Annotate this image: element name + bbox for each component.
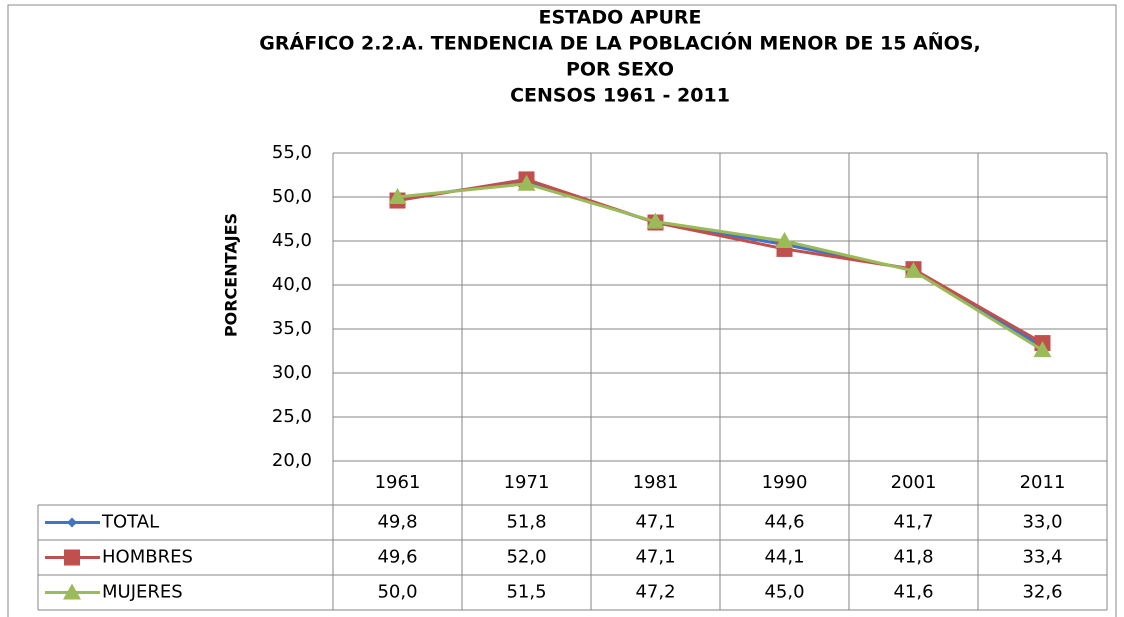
table-value: 41,6 [893, 582, 933, 603]
table-value: 47,1 [635, 547, 675, 568]
chart-title: POR SEXO [566, 59, 674, 81]
y-tick-label: 30,0 [272, 362, 312, 383]
legend-label: HOMBRES [102, 547, 193, 568]
marker [64, 549, 80, 566]
chart-title: ESTADO APURE [538, 7, 701, 29]
marker [1033, 341, 1052, 358]
table-value: 49,8 [377, 512, 417, 533]
table-value: 51,8 [506, 512, 546, 533]
x-tick-label: 2001 [891, 472, 937, 493]
marker [63, 583, 81, 600]
chart-title: CENSOS 1961 - 2011 [510, 85, 730, 107]
series-line [397, 177, 1044, 345]
x-tick-label: 1981 [633, 472, 679, 493]
marker [517, 174, 536, 191]
y-tick-label: 55,0 [272, 142, 312, 163]
marker [388, 188, 407, 204]
y-tick-label: 20,0 [272, 450, 312, 471]
chart-border [7, 4, 1117, 617]
y-axis-label: PORCENTAJES [222, 213, 241, 337]
table-value: 47,1 [635, 512, 675, 533]
table-value: 41,8 [893, 547, 933, 568]
table-value: 50,0 [377, 582, 417, 603]
y-tick-label: 45,0 [272, 230, 312, 251]
series-line [397, 182, 1044, 352]
legend-label: TOTAL [101, 512, 159, 533]
y-tick-label: 25,0 [272, 406, 312, 427]
x-tick-label: 1971 [504, 472, 550, 493]
table-value: 44,6 [764, 512, 804, 533]
table-value: 47,2 [635, 582, 675, 603]
marker [646, 212, 665, 229]
marker [67, 517, 77, 528]
y-tick-label: 35,0 [272, 318, 312, 339]
x-tick-label: 1990 [762, 472, 808, 493]
table-value: 45,0 [764, 582, 804, 603]
marker [904, 261, 923, 278]
y-tick-label: 40,0 [272, 274, 312, 295]
table-value: 33,0 [1022, 512, 1062, 533]
x-tick-label: 1961 [375, 472, 421, 493]
table-value: 32,6 [1022, 582, 1062, 603]
table-value: 44,1 [764, 547, 804, 568]
table-value: 52,0 [506, 547, 546, 568]
x-tick-label: 2011 [1020, 472, 1066, 493]
y-tick-label: 50,0 [272, 186, 312, 207]
table-value: 49,6 [377, 547, 417, 568]
chart-title: GRÁFICO 2.2.A. TENDENCIA DE LA POBLACIÓN… [259, 31, 980, 55]
table-value: 33,4 [1022, 547, 1062, 568]
legend-label: MUJERES [102, 582, 183, 603]
marker [775, 232, 794, 248]
table-value: 41,7 [893, 512, 933, 533]
table-value: 51,5 [506, 582, 546, 603]
